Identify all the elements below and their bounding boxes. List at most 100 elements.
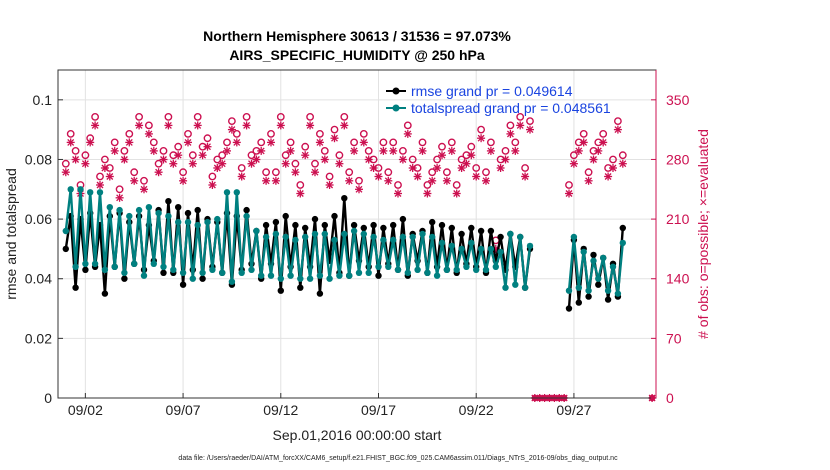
obs-evaluated-point bbox=[198, 151, 207, 160]
totalspread-point bbox=[140, 272, 148, 279]
obs-evaluated-point bbox=[66, 138, 75, 147]
obs-possible-point bbox=[242, 113, 251, 121]
obs-evaluated-point bbox=[179, 176, 188, 185]
rmse-point bbox=[390, 221, 397, 229]
obs-evaluated-point bbox=[516, 121, 525, 130]
obs-possible-point bbox=[110, 138, 119, 147]
rmse-point bbox=[179, 281, 187, 288]
totalspread-point bbox=[179, 269, 187, 276]
legend-rmse-marker bbox=[392, 87, 400, 95]
obs-evaluated-point bbox=[496, 164, 505, 172]
obs-possible-point bbox=[482, 168, 490, 177]
totalspread-point bbox=[175, 218, 182, 226]
y-left-tick-label: 0.08 bbox=[25, 151, 52, 167]
totalspread-point bbox=[473, 266, 480, 273]
obs-possible-point bbox=[472, 164, 481, 172]
obs-evaluated-point bbox=[208, 181, 217, 189]
totalspread-point bbox=[492, 263, 499, 270]
obs-possible-point bbox=[164, 113, 173, 121]
totalspread-point bbox=[512, 281, 519, 288]
totalspread-point bbox=[604, 287, 612, 294]
obs-possible-point bbox=[193, 113, 202, 121]
totalspread-point bbox=[570, 233, 578, 241]
obs-possible-point bbox=[120, 146, 129, 155]
obs-evaluated-point bbox=[609, 164, 617, 172]
obs-possible-point bbox=[408, 155, 417, 164]
obs-possible-point bbox=[159, 146, 168, 155]
totalspread-point bbox=[619, 239, 626, 247]
totalspread-point bbox=[282, 233, 289, 241]
totalspread-point bbox=[77, 186, 84, 193]
totalspread-point bbox=[526, 242, 534, 250]
totalspread-point bbox=[575, 284, 582, 291]
x-tick-label: 09/27 bbox=[556, 402, 591, 418]
obs-possible-point bbox=[325, 172, 334, 181]
obs-evaluated-point bbox=[398, 155, 407, 164]
y-right-tick-label: 140 bbox=[666, 271, 690, 287]
totalspread-point bbox=[204, 218, 211, 226]
x-tick-label: 09/02 bbox=[68, 402, 103, 418]
obs-possible-point bbox=[394, 181, 402, 189]
rmse-point bbox=[331, 212, 338, 220]
obs-evaluated-point bbox=[174, 151, 183, 160]
obs-possible-point bbox=[115, 185, 124, 194]
totalspread-point bbox=[267, 272, 275, 279]
totalspread-point bbox=[233, 189, 240, 196]
obs-evaluated-point bbox=[218, 159, 227, 168]
obs-evaluated-point bbox=[613, 125, 622, 134]
totalspread-point bbox=[580, 248, 587, 256]
obs-evaluated-point bbox=[438, 151, 446, 160]
obs-possible-point bbox=[271, 168, 280, 177]
obs-possible-point bbox=[579, 129, 588, 138]
obs-possible-point bbox=[384, 168, 393, 177]
totalspread-point bbox=[199, 269, 206, 276]
obs-evaluated-point bbox=[71, 155, 80, 164]
obs-evaluated-point bbox=[413, 172, 422, 181]
obs-evaluated-point bbox=[462, 159, 471, 168]
obs-evaluated-point bbox=[237, 172, 246, 181]
rmse-point bbox=[160, 269, 167, 276]
totalspread-point bbox=[517, 233, 524, 241]
obs-possible-point bbox=[477, 125, 485, 134]
y-axis-label-right: # of obs: o=possible; ×=evaluated bbox=[695, 129, 711, 339]
obs-evaluated-point bbox=[86, 138, 95, 147]
totalspread-line bbox=[64, 188, 532, 289]
obs-evaluated-point bbox=[110, 146, 119, 155]
obs-possible-point bbox=[340, 113, 349, 121]
totalspread-point bbox=[248, 266, 255, 273]
totalspread-point bbox=[390, 236, 397, 244]
totalspread-point bbox=[346, 272, 353, 279]
rmse-point bbox=[595, 281, 602, 288]
obs-possible-point bbox=[364, 146, 373, 155]
obs-evaluated-point bbox=[394, 189, 402, 198]
totalspread-point bbox=[150, 260, 157, 267]
obs-possible-point bbox=[526, 117, 534, 126]
obs-possible-point bbox=[247, 151, 256, 160]
obs-evaluated-point bbox=[364, 155, 373, 164]
y-right-tick-label: 70 bbox=[666, 330, 682, 346]
totalspread-point bbox=[316, 272, 324, 279]
totalspread-point bbox=[67, 186, 74, 193]
chart-title-line1: Northern Hemisphere 30613 / 31536 = 97.0… bbox=[203, 28, 511, 44]
x-tick-label: 09/22 bbox=[459, 402, 494, 418]
totalspread-point bbox=[419, 230, 426, 238]
obs-evaluated-point bbox=[61, 168, 70, 177]
obs-evaluated-point bbox=[418, 146, 427, 155]
obs-evaluated-point bbox=[135, 121, 144, 130]
obs-evaluated-point bbox=[604, 172, 613, 181]
obs-possible-point bbox=[286, 138, 295, 147]
totalspread-point bbox=[614, 290, 622, 297]
totalspread-point bbox=[409, 233, 416, 241]
totalspread-point bbox=[360, 230, 367, 238]
obs-evaluated-point bbox=[267, 138, 275, 147]
obs-evaluated-point bbox=[311, 168, 319, 177]
rmse-point bbox=[458, 230, 465, 238]
totalspread-point bbox=[82, 260, 89, 267]
rmse-point bbox=[101, 290, 109, 297]
rmse-point bbox=[399, 215, 407, 223]
obs-evaluated-point bbox=[164, 121, 173, 130]
rmse-point bbox=[604, 296, 612, 303]
obs-evaluated-point bbox=[227, 125, 236, 134]
totalspread-point bbox=[189, 275, 196, 282]
legend: rmse grand pr = 0.049614 totalspread gra… bbox=[386, 83, 611, 116]
